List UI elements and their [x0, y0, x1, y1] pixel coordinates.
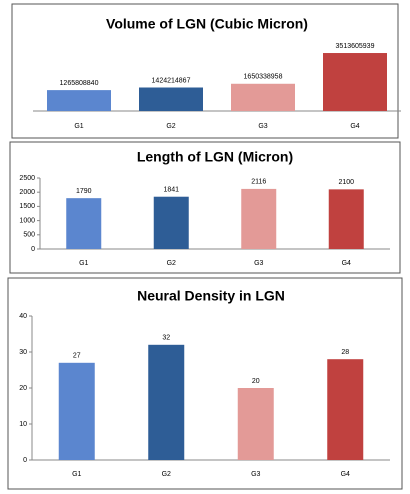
- bar: [47, 90, 111, 111]
- y-tick-label: 0: [23, 457, 27, 464]
- bar: [241, 188, 277, 249]
- x-tick-label: G1: [79, 260, 88, 267]
- value-label: 32: [162, 335, 170, 342]
- x-tick-label: G3: [258, 123, 267, 130]
- x-tick-label: G3: [254, 260, 263, 267]
- bar: [66, 198, 102, 249]
- value-label: 2116: [251, 179, 266, 186]
- x-tick-label: G1: [72, 471, 81, 478]
- chart-title: Length of LGN (Micron): [137, 149, 293, 165]
- bar: [231, 83, 295, 111]
- value-label: 1265808840: [60, 80, 99, 87]
- bar: [327, 359, 364, 460]
- x-tick-label: G2: [162, 471, 171, 478]
- value-label: 1790: [76, 188, 92, 195]
- y-tick-label: 1500: [19, 203, 35, 210]
- y-tick-label: 0: [31, 246, 35, 253]
- x-tick-label: G2: [166, 123, 175, 130]
- value-label: 20: [252, 378, 260, 385]
- value-label: 1841: [163, 187, 179, 194]
- y-tick-label: 30: [19, 349, 27, 356]
- y-tick-label: 1000: [19, 217, 35, 224]
- bar: [237, 388, 274, 460]
- value-label: 27: [73, 353, 81, 360]
- value-label: 28: [341, 349, 349, 356]
- value-label: 1424214867: [152, 77, 191, 84]
- y-tick-label: 2500: [19, 175, 35, 182]
- y-tick-label: 40: [19, 313, 27, 320]
- bar: [58, 362, 95, 460]
- chart-title: Volume of LGN (Cubic Micron): [106, 16, 308, 32]
- y-tick-label: 10: [19, 421, 27, 428]
- x-tick-label: G4: [341, 471, 350, 478]
- x-tick-label: G2: [167, 260, 176, 267]
- value-label: 1650338958: [244, 74, 283, 81]
- x-tick-label: G3: [251, 471, 260, 478]
- bar: [139, 87, 203, 111]
- value-label: 3513605939: [336, 43, 375, 50]
- value-label: 2100: [338, 179, 354, 186]
- y-tick-label: 20: [19, 385, 27, 392]
- x-tick-label: G4: [350, 123, 359, 130]
- chart-title: Neural Density in LGN: [137, 288, 285, 304]
- bar: [153, 196, 189, 249]
- bar: [328, 189, 364, 249]
- x-tick-label: G4: [342, 260, 351, 267]
- bar: [148, 344, 185, 460]
- y-tick-label: 2000: [19, 189, 35, 196]
- bar: [323, 53, 387, 111]
- y-tick-label: 500: [23, 232, 35, 239]
- x-tick-label: G1: [74, 123, 83, 130]
